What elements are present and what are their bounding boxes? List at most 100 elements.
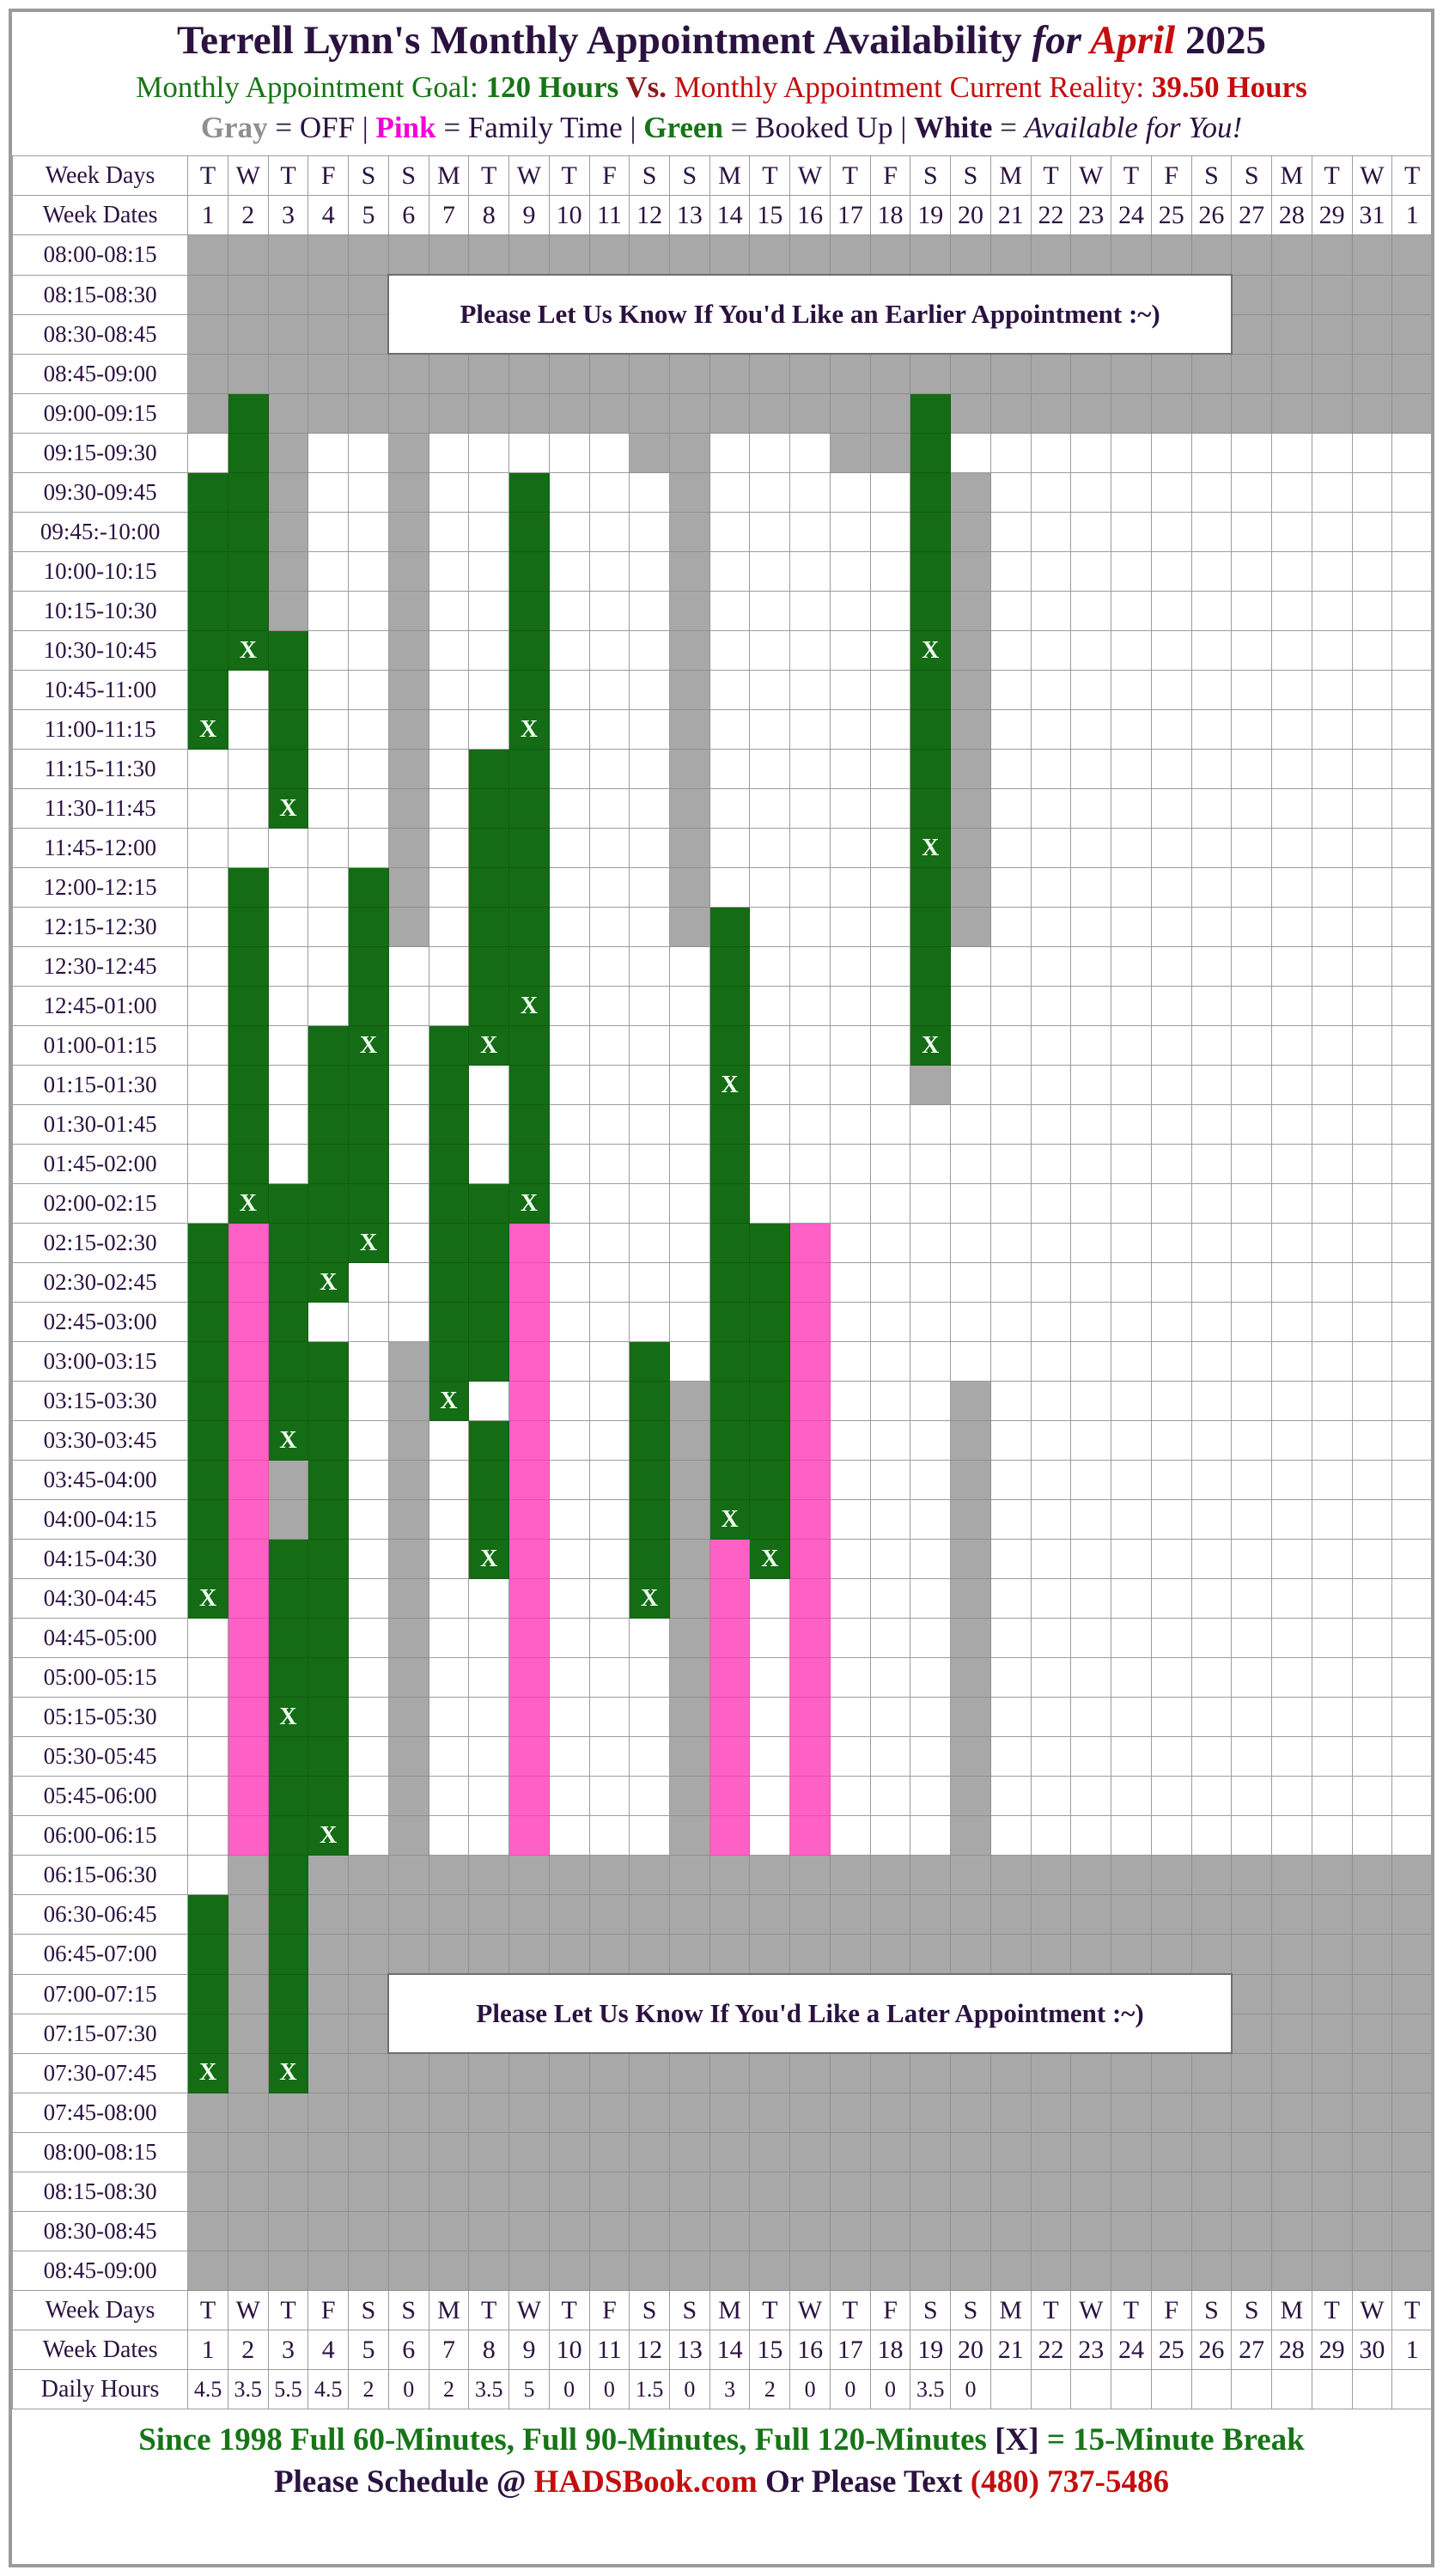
slot-cell bbox=[187, 1420, 228, 1461]
slot-cell bbox=[1070, 1381, 1112, 1422]
slot-cell bbox=[910, 1776, 952, 1817]
slot-cell bbox=[1150, 1618, 1192, 1659]
slot-cell bbox=[950, 1578, 991, 1619]
slot-cell bbox=[548, 1460, 590, 1501]
slot-cell bbox=[1271, 1065, 1312, 1106]
slot-cell bbox=[829, 2251, 871, 2292]
daily-hours-value: 3.5 bbox=[468, 2369, 510, 2410]
weekday-cell: T bbox=[468, 2290, 510, 2331]
slot-cell bbox=[989, 1183, 1032, 1224]
slot-cell bbox=[588, 1776, 630, 1817]
slot-cell bbox=[428, 1302, 470, 1343]
slot-cell bbox=[548, 1302, 590, 1343]
slot-cell bbox=[428, 2132, 470, 2173]
slot-cell bbox=[629, 2172, 671, 2213]
slot-cell bbox=[187, 433, 228, 474]
time-slot-label: 05:00-05:15 bbox=[11, 1657, 189, 1698]
slot-cell bbox=[629, 1934, 671, 1975]
slot-cell bbox=[629, 1144, 671, 1185]
slot-cell bbox=[629, 1776, 671, 1817]
slot-cell bbox=[468, 1302, 510, 1343]
slot-cell bbox=[548, 2251, 590, 2292]
slot-cell bbox=[1231, 1815, 1273, 1856]
date-cell: 11 bbox=[588, 2330, 630, 2371]
slot-cell bbox=[1351, 1381, 1393, 1422]
slot-cell bbox=[468, 433, 510, 474]
slot-cell bbox=[588, 1460, 630, 1501]
daily-hours-value: 0 bbox=[588, 2369, 630, 2410]
slot-cell bbox=[588, 1144, 630, 1185]
schedule-link[interactable]: HADSBook.com bbox=[533, 2464, 758, 2500]
slot-cell bbox=[829, 1460, 871, 1501]
slot-cell bbox=[829, 353, 871, 395]
time-slot-label: 08:15-08:30 bbox=[11, 274, 189, 315]
slot-cell bbox=[709, 1262, 751, 1303]
slot-cell bbox=[428, 1776, 470, 1817]
slot-cell bbox=[588, 1381, 630, 1422]
slot-cell bbox=[869, 2251, 911, 2292]
slot-cell bbox=[1351, 2172, 1393, 2213]
slot-cell bbox=[387, 867, 429, 908]
slot-cell bbox=[1231, 1973, 1273, 2014]
slot-cell bbox=[588, 670, 630, 711]
slot-cell bbox=[1150, 591, 1192, 632]
time-slot-label: 08:45-09:00 bbox=[11, 353, 189, 395]
slot-cell bbox=[187, 828, 228, 869]
slot-cell bbox=[348, 234, 389, 276]
slot-cell bbox=[428, 512, 470, 553]
slot-cell bbox=[1351, 1104, 1393, 1145]
daily-hours-value: 0 bbox=[387, 2369, 429, 2410]
slot-cell bbox=[789, 1539, 831, 1580]
slot-cell bbox=[749, 670, 791, 711]
slot-cell bbox=[548, 1894, 590, 1935]
slot-cell bbox=[629, 670, 671, 711]
slot-cell bbox=[1111, 2211, 1152, 2252]
slot-cell bbox=[508, 472, 550, 513]
slot-cell bbox=[1351, 393, 1393, 434]
slot-cell bbox=[1271, 313, 1312, 355]
time-slot-label: 10:15-10:30 bbox=[11, 591, 189, 632]
slot-cell bbox=[749, 1776, 791, 1817]
reality-value: 39.50 Hours bbox=[1151, 70, 1307, 105]
slot-cell bbox=[588, 709, 630, 750]
slot-cell bbox=[749, 2211, 791, 2252]
slot-cell bbox=[1351, 1025, 1393, 1066]
slot-cell bbox=[267, 1855, 309, 1896]
slot-cell bbox=[1030, 749, 1072, 790]
slot-cell bbox=[910, 512, 952, 553]
slot-cell bbox=[1030, 1578, 1072, 1619]
slot-cell bbox=[1150, 2132, 1192, 2173]
time-slot-label: 07:00-07:15 bbox=[11, 1973, 189, 2014]
slot-cell bbox=[187, 630, 228, 671]
slot-cell bbox=[548, 1144, 590, 1185]
date-cell: 3 bbox=[267, 195, 309, 236]
slot-cell bbox=[789, 788, 831, 829]
slot-cell bbox=[348, 2052, 389, 2094]
slot-cell bbox=[669, 234, 710, 276]
slot-cell bbox=[829, 867, 871, 908]
slot-cell bbox=[307, 1302, 350, 1343]
slot-cell bbox=[989, 709, 1032, 750]
weekday-cell: T bbox=[1311, 155, 1353, 197]
slot-cell: X bbox=[187, 709, 228, 750]
weekday-cell: F bbox=[307, 2290, 350, 2331]
slot-cell: X bbox=[187, 1578, 228, 1619]
slot-cell bbox=[1271, 433, 1312, 474]
slot-cell bbox=[789, 1183, 831, 1224]
slot-cell bbox=[1351, 2211, 1393, 2252]
slot-cell: X bbox=[508, 709, 550, 750]
slot-cell bbox=[1271, 1104, 1312, 1145]
slot-cell bbox=[1391, 1460, 1433, 1501]
slot-cell bbox=[910, 1183, 952, 1224]
time-slot-label: 07:30-07:45 bbox=[11, 2052, 189, 2094]
slot-cell bbox=[989, 472, 1032, 513]
slot-cell bbox=[950, 670, 991, 711]
slot-cell bbox=[789, 1697, 831, 1738]
slot-cell bbox=[629, 1499, 671, 1540]
slot-cell bbox=[1391, 1894, 1433, 1935]
slot-cell bbox=[989, 1736, 1032, 1777]
slot-cell bbox=[1111, 1697, 1152, 1738]
slot-cell bbox=[910, 986, 952, 1027]
slot-cell bbox=[588, 1025, 630, 1066]
availability-grid: Week Days T W T F S S M T W T F S S M T W T F S S M T W T F S S M T W T… bbox=[11, 155, 1433, 2410]
